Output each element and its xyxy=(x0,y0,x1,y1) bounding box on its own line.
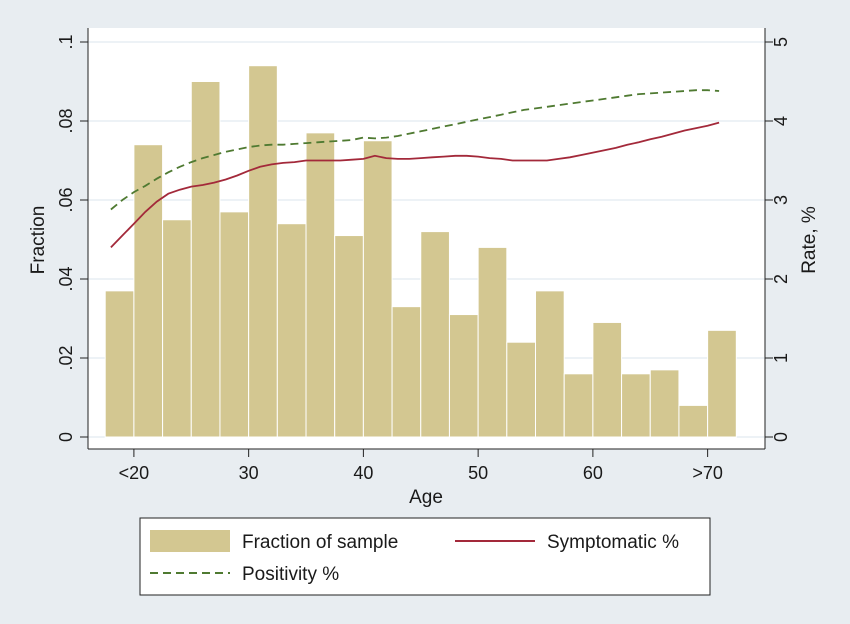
histogram-bar xyxy=(448,314,479,438)
histogram-bar xyxy=(362,140,393,438)
histogram-bar xyxy=(104,290,135,438)
histogram-bar xyxy=(506,341,537,438)
legend-label-symptomatic: Symptomatic % xyxy=(547,532,679,553)
histogram-bar xyxy=(334,235,364,438)
x-axis-label: Age xyxy=(409,487,443,508)
right-axis-ticks: 0 1 2 3 4 5 xyxy=(765,37,791,442)
histogram-bar xyxy=(276,223,307,438)
legend-label-fraction: Fraction of sample xyxy=(242,532,398,553)
histogram-bar xyxy=(391,306,422,438)
x-axis-tick-label: 60 xyxy=(583,463,603,483)
left-axis-tick-label: .04 xyxy=(56,266,76,291)
x-axis-ticks: <20 30 40 50 60 >70 xyxy=(119,449,723,483)
histogram-bar xyxy=(477,246,508,438)
x-axis-tick-label: 40 xyxy=(353,463,373,483)
x-axis-tick-label: 30 xyxy=(239,463,259,483)
histogram-bar xyxy=(420,231,450,438)
right-axis-tick-label: 4 xyxy=(771,116,791,126)
right-axis-tick-label: 5 xyxy=(771,37,791,47)
histogram-bar xyxy=(621,373,651,438)
positivity-line xyxy=(110,89,720,211)
legend-swatch-fraction xyxy=(150,530,230,552)
histogram-bar xyxy=(678,404,709,438)
left-axis-tick-label: .06 xyxy=(56,187,76,212)
histogram-bar xyxy=(219,211,250,438)
x-axis-tick-label: 50 xyxy=(468,463,488,483)
series-lines xyxy=(110,89,720,249)
symptomatic-line xyxy=(110,121,720,249)
histogram-bar xyxy=(305,132,336,438)
left-axis-ticks: 0 .02 .04 .06 .08 .1 xyxy=(56,34,88,442)
y-axis-left-label: Fraction xyxy=(28,206,49,275)
histogram-bar xyxy=(133,144,164,438)
left-axis-tick-label: 0 xyxy=(56,432,76,442)
legend-label-positivity: Positivity % xyxy=(242,564,339,585)
legend-box xyxy=(139,517,711,596)
histogram-bar xyxy=(190,81,221,438)
x-axis-tick-label: <20 xyxy=(119,463,150,483)
histogram-bar xyxy=(248,65,278,438)
right-axis-tick-label: 2 xyxy=(771,274,791,284)
x-axis-tick-label: >70 xyxy=(692,463,723,483)
histogram-bar xyxy=(162,219,192,438)
left-axis-tick-label: .1 xyxy=(56,34,76,49)
histogram-bar xyxy=(563,373,594,438)
right-axis-tick-label: 0 xyxy=(771,432,791,442)
histogram-bars xyxy=(104,65,737,438)
histogram-bar xyxy=(649,369,680,438)
right-axis-tick-label: 1 xyxy=(771,353,791,363)
left-axis-tick-label: .02 xyxy=(56,345,76,370)
left-axis-tick-label: .08 xyxy=(56,108,76,133)
legend: Fraction of sample Symptomatic % Positiv… xyxy=(139,517,711,596)
histogram-bar xyxy=(592,321,623,438)
histogram-bar xyxy=(707,329,737,438)
histogram-bar xyxy=(535,290,565,438)
right-axis-tick-label: 3 xyxy=(771,195,791,205)
y-axis-right-label: Rate, % xyxy=(799,206,820,274)
